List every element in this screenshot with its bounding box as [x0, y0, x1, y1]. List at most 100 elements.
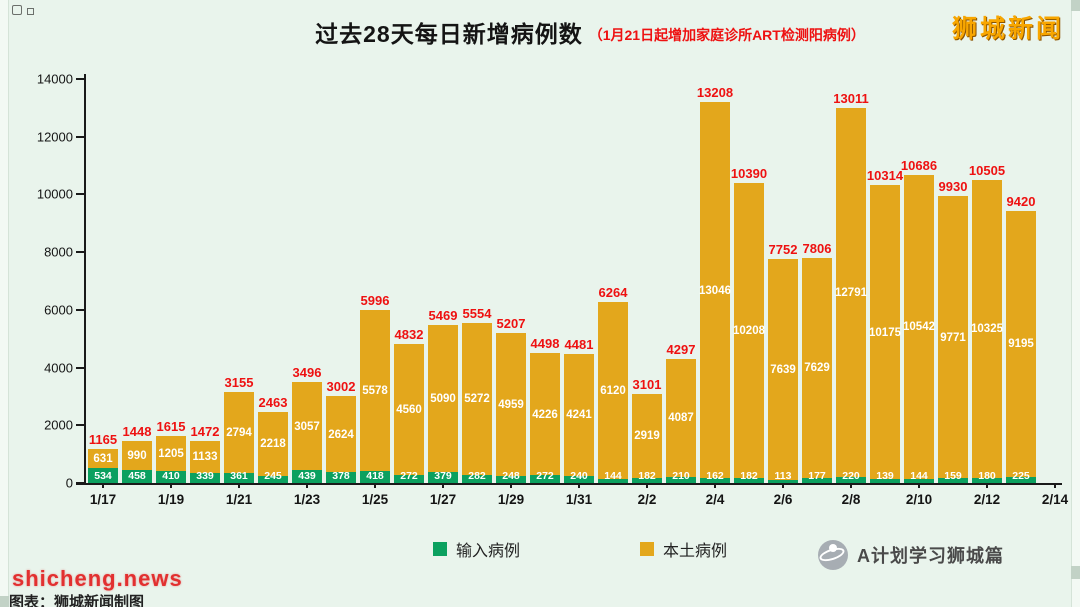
bar-imported-label: 162: [706, 469, 724, 482]
bar-total-label: 5996: [360, 292, 390, 308]
bar-local-label: 2218: [260, 438, 286, 451]
x-axis-tick: [918, 483, 920, 488]
x-axis-tick: [782, 483, 784, 488]
bar-local-label: 6120: [600, 385, 626, 398]
bar-segment-local: [462, 322, 492, 475]
bar-total-label: 4297: [666, 342, 696, 358]
screenshot-left-edge: [0, 0, 9, 607]
bar-segment-imported: [666, 476, 696, 483]
bar-segment-imported: [768, 479, 798, 483]
bar-segment-imported: [190, 473, 220, 483]
bar-imported-label: 113: [774, 469, 792, 482]
bar-imported-label: 159: [944, 469, 962, 482]
bar-imported-label: 458: [128, 469, 146, 482]
bar-segment-local: [326, 396, 356, 473]
bar-total-label: 4832: [394, 326, 424, 342]
bar-segment-imported: [938, 478, 968, 483]
x-axis-tick-label: 2/6: [773, 492, 793, 507]
bar-segment-local: [88, 449, 118, 468]
x-axis-tick-label: 1/17: [89, 492, 117, 507]
bar-segment-local: [190, 440, 220, 474]
bar-segment-local: [122, 441, 152, 470]
site-logo: 狮城新闻: [951, 15, 1064, 43]
bar-total-label: 3155: [224, 374, 254, 390]
bar-local-label: 1133: [192, 451, 218, 464]
x-axis-tick: [646, 483, 648, 488]
x-axis-tick: [442, 483, 444, 488]
x-axis-tick-label: 1/25: [361, 492, 389, 507]
x-axis-tick-label: 1/29: [497, 492, 525, 507]
x-axis-tick-label: 1/27: [429, 492, 457, 507]
y-axis-tick: [76, 308, 84, 311]
bar-segment-local: [598, 302, 628, 479]
x-axis-tick: [510, 483, 512, 488]
bar-local-label: 4087: [668, 412, 694, 425]
bar-segment-local: [428, 325, 458, 473]
bar-segment-local: [360, 310, 390, 471]
bar-segment-imported: [564, 476, 594, 483]
bar-imported-label: 282: [468, 469, 486, 482]
chart-legend: 输入病例 本土病例: [80, 537, 1080, 561]
scrollbar-fragment: [0, 596, 9, 607]
bar-segment-imported: [326, 472, 356, 483]
bar-segment-imported: [870, 479, 900, 483]
bar-segment-local: [870, 185, 900, 479]
bar-imported-label: 177: [808, 469, 826, 482]
bar-segment-local: [394, 343, 424, 476]
bar-local-label: 1205: [158, 448, 184, 461]
bar-total-label: 5207: [496, 315, 526, 331]
bar-imported-label: 245: [264, 469, 282, 482]
bar-local-label: 4959: [498, 398, 524, 411]
bar-local-label: 9195: [1008, 338, 1034, 351]
bar-segment-imported: [1006, 476, 1036, 483]
bar-segment-imported: [122, 469, 152, 483]
bar-local-label: 631: [93, 453, 113, 465]
bar-imported-label: 210: [672, 469, 690, 482]
bar-imported-label: 240: [570, 469, 588, 482]
y-axis-tick: [76, 78, 84, 80]
bar-segment-local: [496, 332, 526, 476]
y-axis-tick-label: 14000: [36, 71, 73, 87]
bar-total-label: 3496: [292, 365, 322, 381]
bar-local-label: 5272: [464, 393, 490, 406]
bar-segment-local: [1006, 211, 1036, 477]
bar-total-label: 3101: [632, 376, 662, 392]
bar-imported-label: 418: [366, 469, 384, 482]
legend-label-local: 本土病例: [663, 543, 728, 560]
x-axis-tick: [714, 483, 716, 488]
chart-subtitle: （1月21日起增加家庭诊所ART检测阳病例）: [588, 27, 865, 43]
x-axis-tick: [238, 483, 240, 488]
bar-total-label: 7752: [768, 242, 798, 258]
bar-segment-imported: [88, 467, 118, 483]
bar-imported-label: 361: [230, 469, 248, 482]
bar-imported-label: 225: [1012, 469, 1030, 482]
bar-local-label: 12791: [835, 286, 867, 299]
bar-total-label: 10390: [730, 166, 768, 182]
bar-total-label: 5469: [428, 308, 458, 324]
globe-orbit-icon: [817, 540, 848, 570]
y-axis-tick-label: 4000: [44, 360, 73, 376]
chart-title-row: 过去28天每日新增病例数 （1月21日起增加家庭诊所ART检测阳病例）: [150, 15, 1030, 49]
bar-imported-label: 272: [400, 469, 418, 482]
chart-source-caption: 图表：狮城新闻制图: [9, 594, 145, 607]
bar-imported-label: 144: [604, 469, 622, 482]
bar-segment-imported: [904, 478, 934, 483]
bar-imported-label: 182: [740, 469, 758, 482]
legend-item-local: 本土病例: [640, 537, 727, 561]
x-axis-tick: [578, 483, 580, 488]
bar-imported-label: 180: [978, 469, 996, 482]
x-axis-tick-label: 1/31: [565, 492, 593, 507]
legend-label-imported: 输入病例: [455, 543, 520, 560]
bar-local-label: 7639: [770, 364, 796, 377]
bar-local-label: 3057: [294, 420, 320, 433]
x-axis-tick-label: 2/10: [905, 492, 933, 507]
channel-branding: A计划学习狮城篇: [817, 540, 1004, 570]
bar-local-label: 990: [127, 450, 147, 462]
bar-local-label: 5090: [430, 393, 456, 406]
bar-segment-local: [258, 411, 288, 476]
y-axis-tick-label: 8000: [44, 244, 73, 260]
bar-total-label: 2463: [258, 394, 288, 410]
bar-total-label: 1615: [156, 419, 186, 435]
bar-imported-label: 534: [94, 469, 112, 482]
